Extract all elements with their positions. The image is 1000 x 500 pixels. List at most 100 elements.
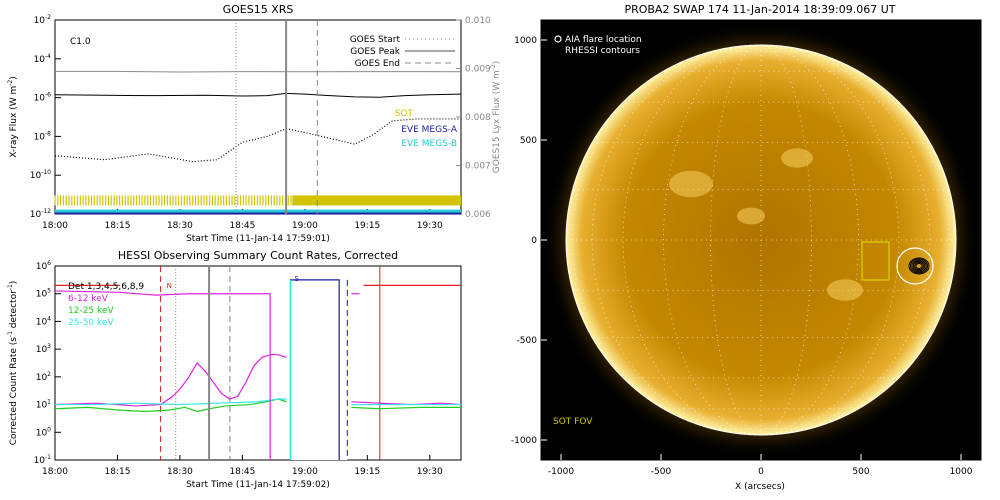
x-tick-label: 19:00 bbox=[292, 221, 318, 231]
y-tick-base: 10 bbox=[36, 290, 48, 300]
y-tick-label: 104 bbox=[36, 315, 51, 327]
y-tick-exp: -4 bbox=[45, 53, 51, 60]
x-tick-label: 500 bbox=[852, 467, 869, 477]
y-tick-label: 102 bbox=[36, 371, 51, 383]
x-tick-label: 19:30 bbox=[417, 221, 443, 231]
x-tick-label: 18:45 bbox=[229, 221, 255, 231]
attenuator-flags: NS bbox=[167, 275, 300, 290]
active-region bbox=[781, 148, 813, 168]
y-tick-exp: -2 bbox=[45, 14, 51, 21]
active-region bbox=[669, 170, 713, 198]
y-axis-label: Corrected Count Rate (s-1 detector-1) bbox=[7, 281, 19, 446]
y-tick-exp: -1 bbox=[45, 454, 51, 461]
rhessi-contour bbox=[909, 258, 929, 274]
y-tick-label: 0 bbox=[531, 236, 537, 246]
x-tick-label: 18:30 bbox=[167, 467, 193, 477]
y-tick-exp: 0 bbox=[47, 426, 51, 433]
y-tick-label: 10-4 bbox=[34, 53, 52, 65]
x-tick-label: -500 bbox=[651, 467, 672, 477]
chart-title: PROBA2 SWAP 174 11-Jan-2014 18:39:09.067… bbox=[624, 3, 895, 16]
sot-coverage-bar bbox=[292, 195, 461, 206]
instrument-label: EVE MEGS-A bbox=[401, 125, 458, 135]
y-tick-exp: 5 bbox=[47, 288, 51, 295]
x-tick-label: -1000 bbox=[548, 467, 574, 477]
y-tick-label: 10-8 bbox=[34, 130, 52, 142]
aia-flare-location bbox=[896, 247, 934, 285]
instrument-labels: SOT EVE MEGS-A EVE MEGS-B bbox=[395, 109, 458, 149]
x-tick-label: 18:15 bbox=[104, 467, 130, 477]
y-tick-base: 10 bbox=[34, 16, 46, 26]
y-tick-label: -1000 bbox=[511, 436, 537, 446]
count-rate-series-line bbox=[54, 402, 161, 407]
y-right-tick-label: 0.008 bbox=[465, 113, 491, 123]
count-rate-series-line bbox=[55, 398, 287, 406]
x-tick-label: 0 bbox=[758, 467, 764, 477]
legend: Det 1,3,4,5,6,8,9 6-12 keV 12-25 keV 25-50 … bbox=[68, 282, 144, 328]
swap-image-panel: PROBA2 SWAP 174 11-Jan-2014 18:39:09.067… bbox=[511, 3, 982, 492]
rhessi-contour bbox=[912, 260, 926, 272]
legend: GOES Start GOES Peak GOES End bbox=[350, 35, 455, 69]
count-rate-series-line bbox=[54, 398, 287, 413]
legend-label: GOES Start bbox=[350, 35, 401, 45]
chart-title: GOES15 XRS bbox=[223, 3, 294, 16]
y-right-tick-label: 0.007 bbox=[465, 162, 491, 172]
chart-title: HESSI Observing Summary Count Rates, Cor… bbox=[118, 249, 398, 262]
legend-symbol bbox=[554, 35, 562, 43]
plot-frame bbox=[54, 265, 462, 461]
x-axis-label: Start Time (11-Jan-14 17:59:01) bbox=[186, 234, 330, 244]
longitude-gridline bbox=[760, 44, 812, 436]
goes-xrs-panel: GOES15 XRS 18:00 18:15 18:30 18:45 19:00 19:1… bbox=[7, 3, 502, 244]
flag-label: N bbox=[167, 282, 172, 290]
y-tick-base: 10 bbox=[36, 345, 48, 355]
y-tick-base: 10 bbox=[36, 262, 48, 272]
y-tick-exp: -8 bbox=[45, 130, 51, 137]
x-axis-label: X (arcsecs) bbox=[735, 482, 785, 492]
y-tick-label: 100 bbox=[36, 426, 51, 438]
y-tick-base: 10 bbox=[36, 317, 48, 327]
y-tick-exp: -6 bbox=[45, 92, 51, 99]
longitude-gridline bbox=[760, 44, 950, 436]
legend-label: AIA flare location bbox=[565, 35, 642, 45]
x-tick-label: 19:15 bbox=[354, 221, 380, 231]
y-tick-base: 10 bbox=[34, 132, 46, 142]
y-tick-exp: -10 bbox=[41, 169, 51, 176]
y-tick-base: 10 bbox=[30, 210, 42, 220]
rhessi-contour bbox=[915, 263, 923, 269]
count-rate-series-line bbox=[160, 354, 287, 406]
x-tick-label: 19:15 bbox=[354, 467, 380, 477]
y-tick-label: 10-1 bbox=[34, 454, 52, 466]
y-tick-base: 10 bbox=[34, 456, 46, 466]
legend-label: GOES Peak bbox=[350, 47, 400, 57]
x-tick-label: 18:45 bbox=[229, 467, 255, 477]
y-tick-exp: 2 bbox=[47, 371, 51, 378]
y-right-tick-label: 0.006 bbox=[465, 210, 491, 220]
y-tick-label: 10-2 bbox=[34, 14, 52, 26]
flare-class-label: C1.0 bbox=[70, 37, 91, 47]
flux-series-line bbox=[55, 70, 462, 73]
y-tick-base: 10 bbox=[34, 94, 46, 104]
y-axis-right-label: GOES15 Lyx Flux (W m-2) bbox=[490, 61, 502, 174]
eve-coverage-bar bbox=[55, 211, 461, 215]
x-tick-label: 18:15 bbox=[104, 221, 130, 231]
count-rate-series-line bbox=[54, 290, 271, 296]
legend-label: 12-25 keV bbox=[68, 306, 114, 316]
y-tick-label: 101 bbox=[36, 399, 51, 411]
legend-label: 25-50 keV bbox=[68, 318, 114, 328]
limb-circle bbox=[565, 44, 957, 436]
y-tick-label: 106 bbox=[36, 260, 51, 272]
x-axis-label: Start Time (11-Jan-14 17:59:02) bbox=[186, 480, 330, 490]
x-tick-label: 18:30 bbox=[167, 221, 193, 231]
y-tick-exp: 6 bbox=[47, 260, 51, 267]
y-tick-base: 10 bbox=[36, 428, 48, 438]
x-tick-label: 18:00 bbox=[42, 467, 68, 477]
y-axis-label: X-ray Flux (W m-2) bbox=[7, 76, 19, 157]
legend-label: RHESSI contours bbox=[565, 46, 640, 56]
y-tick-label: 500 bbox=[520, 136, 537, 146]
y-tick-label: 105 bbox=[36, 288, 51, 300]
y-tick-base: 10 bbox=[30, 171, 42, 181]
instrument-label: SOT bbox=[395, 109, 414, 119]
sot-fov-box bbox=[861, 241, 890, 281]
y-tick-label: -500 bbox=[517, 336, 538, 346]
